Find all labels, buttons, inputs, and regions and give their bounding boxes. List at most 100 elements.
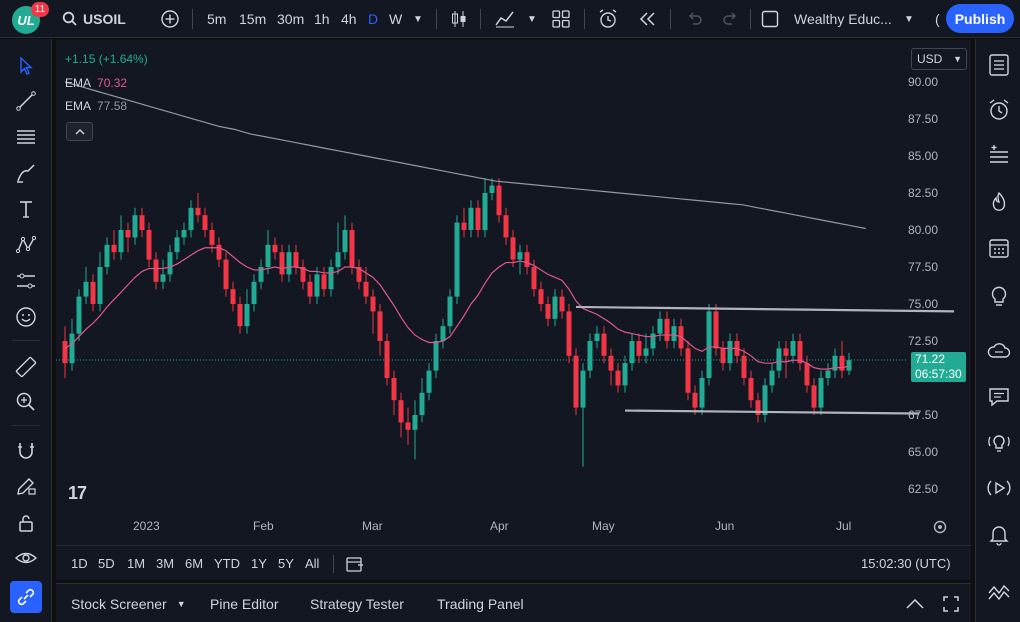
range-5d[interactable]: 5D	[98, 556, 115, 571]
undo-icon	[688, 12, 702, 25]
lock-drawings[interactable]	[10, 507, 42, 539]
messages-button[interactable]	[982, 380, 1016, 414]
data-window-button[interactable]	[982, 574, 1016, 608]
range-all[interactable]: All	[305, 556, 320, 571]
hotlists-button[interactable]	[982, 186, 1016, 220]
ema-slow-legend[interactable]: EMA 77.58	[65, 99, 127, 113]
range-3m[interactable]: 3M	[156, 556, 175, 571]
tradingview-logo[interactable]: 17	[68, 483, 87, 503]
legend-collapse-button[interactable]	[66, 122, 93, 141]
candle-body	[601, 333, 607, 356]
tab-pine-editor[interactable]: Pine Editor	[210, 595, 279, 612]
candle-body	[265, 244, 271, 267]
brush-tool[interactable]	[10, 157, 42, 189]
interval-30m[interactable]: 30m	[277, 11, 305, 27]
candle-body	[391, 378, 397, 401]
cursor-tool[interactable]	[10, 50, 42, 82]
range-1d[interactable]: 1D	[71, 556, 88, 571]
tab-strategy-tester[interactable]: Strategy Tester	[310, 595, 404, 612]
candles-chart-type-button[interactable]	[449, 0, 469, 38]
icon-tool[interactable]	[10, 301, 42, 333]
tab-trading-panel[interactable]: Trading Panel	[437, 595, 524, 612]
candle-body	[328, 267, 334, 290]
top-toolbar: UL 11 USOIL 5m 15m 30m 1h 4h D W ▼ ▼ Wea…	[0, 0, 1020, 38]
ema-fast-legend[interactable]: EMA 70.32	[65, 76, 127, 90]
current-price-badge: 71.22 06:57:30	[911, 352, 966, 382]
maximize-panel-button[interactable]	[942, 584, 960, 622]
currency-select[interactable]: USD ▼	[911, 48, 967, 70]
alerts-button[interactable]	[982, 93, 1016, 127]
candle-body	[251, 281, 257, 304]
cursor-icon	[20, 56, 33, 75]
candle-body	[818, 378, 824, 408]
fib-tool[interactable]	[10, 121, 42, 153]
range-ytd[interactable]: YTD	[214, 556, 240, 571]
price-chart[interactable]	[56, 40, 971, 545]
tab-stock-screener[interactable]: Stock Screener ▼	[71, 584, 186, 622]
hide-drawings[interactable]	[10, 542, 42, 574]
compare-button[interactable]	[160, 0, 180, 38]
trend-line-tool[interactable]	[10, 85, 42, 117]
watchlist-button[interactable]	[982, 48, 1016, 82]
range-1y[interactable]: 1Y	[251, 556, 267, 571]
collapse-panel-button[interactable]	[906, 584, 924, 622]
interval-15m[interactable]: 15m	[239, 11, 267, 27]
pattern-tool[interactable]	[10, 229, 42, 261]
pencil-lock-icon	[17, 478, 36, 495]
indicators-chevron-icon[interactable]: ▼	[527, 13, 537, 25]
chevron-down-icon[interactable]: ▼	[413, 13, 423, 25]
price-label: 90.00	[908, 75, 939, 89]
interval-5m[interactable]: 5m	[207, 11, 227, 27]
pattern-icon	[15, 235, 37, 254]
undo-button[interactable]	[685, 0, 703, 38]
replay-button[interactable]	[638, 0, 658, 38]
zoom-tool[interactable]	[10, 386, 42, 418]
candle-body	[517, 252, 523, 260]
sync-drawings[interactable]	[10, 581, 42, 613]
bulb-signal-icon	[988, 435, 1010, 452]
publish-button[interactable]: Publish	[946, 4, 1014, 33]
interval-1h[interactable]: 1h	[314, 11, 330, 27]
stay-in-drawing-mode[interactable]	[10, 470, 42, 502]
utc-clock[interactable]: 15:02:30 (UTC)	[861, 556, 951, 571]
calendar-button[interactable]	[982, 231, 1016, 265]
settings-gear-icon[interactable]	[933, 520, 947, 534]
indicators-button[interactable]	[494, 0, 516, 38]
range-6m[interactable]: 6M	[185, 556, 204, 571]
redo-button[interactable]	[722, 0, 740, 38]
chart-pane[interactable]: +1.15 (+1.64%) EMA 70.32 EMA 77.58 17 US…	[56, 40, 971, 580]
magnet-tool[interactable]	[10, 435, 42, 467]
chevron-up-icon	[906, 598, 924, 609]
symbol-search[interactable]: USOIL	[62, 0, 126, 38]
layout-checkbox[interactable]	[761, 0, 779, 38]
interval-d[interactable]: D	[368, 11, 379, 27]
candle-body	[272, 244, 278, 253]
candle-body	[825, 370, 831, 378]
go-to-date-button[interactable]	[345, 546, 365, 581]
price-label: 65.00	[908, 445, 939, 459]
interval-w[interactable]: W	[389, 11, 403, 27]
notifications-bell-button[interactable]	[982, 517, 1016, 551]
tab-label: Stock Screener	[71, 595, 167, 612]
interval-4h[interactable]: 4h	[341, 11, 357, 27]
streams-button[interactable]	[982, 471, 1016, 505]
prediction-tool[interactable]	[10, 265, 42, 297]
resistance-trendline[interactable]	[575, 305, 955, 313]
notifications-button[interactable]	[982, 425, 1016, 459]
candle-body	[97, 267, 103, 304]
measure-tool[interactable]	[10, 351, 42, 383]
alert-button[interactable]	[597, 0, 619, 38]
ideas-button[interactable]	[982, 279, 1016, 313]
text-tool[interactable]	[10, 193, 42, 225]
object-tree-button[interactable]	[982, 139, 1016, 173]
range-1m[interactable]: 1M	[127, 556, 146, 571]
chats-button[interactable]	[982, 335, 1016, 369]
layout-chevron-icon[interactable]: ▼	[904, 13, 914, 25]
candle-body	[461, 222, 467, 230]
support-trendline[interactable]	[624, 409, 920, 415]
templates-button[interactable]	[552, 0, 570, 38]
range-5y[interactable]: 5Y	[278, 556, 294, 571]
candle-body	[671, 326, 677, 341]
layout-name[interactable]: Wealthy Educ...	[794, 11, 892, 27]
candle-body	[300, 267, 306, 282]
